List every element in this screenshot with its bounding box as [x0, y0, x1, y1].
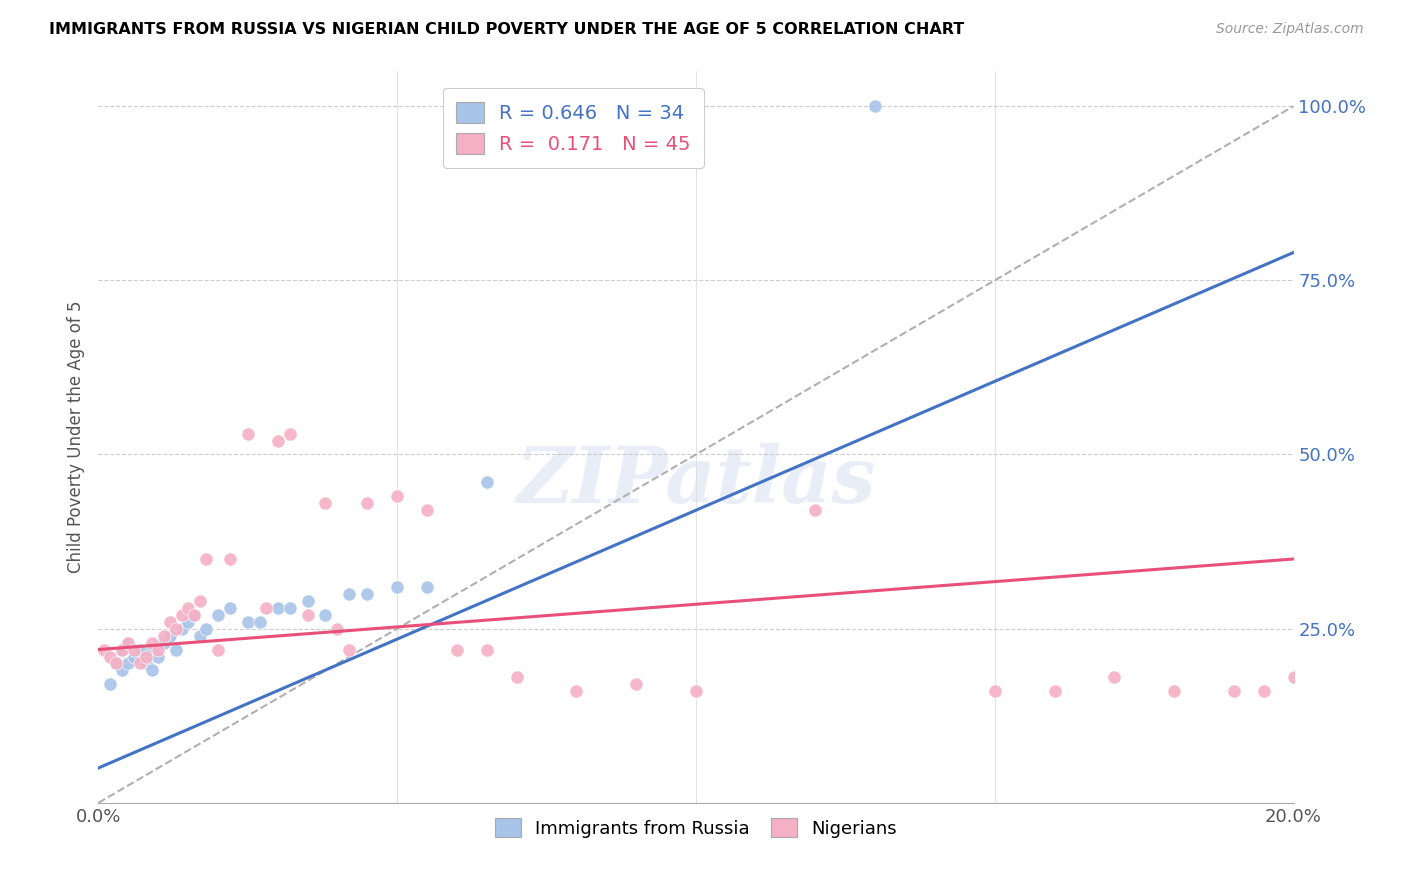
Point [195, 622, 218, 636]
Point [148, 649, 170, 664]
Point [159, 615, 181, 629]
Point [177, 615, 200, 629]
Point [1223, 684, 1246, 698]
Point [315, 496, 337, 510]
Point [506, 670, 529, 684]
Point [446, 642, 468, 657]
Point [117, 635, 139, 649]
Text: IMMIGRANTS FROM RUSSIA VS NIGERIAN CHILD POVERTY UNDER THE AGE OF 5 CORRELATION : IMMIGRANTS FROM RUSSIA VS NIGERIAN CHILD… [49, 22, 965, 37]
Point [326, 622, 349, 636]
Point [297, 607, 319, 622]
Y-axis label: Child Poverty Under the Age of 5: Child Poverty Under the Age of 5 [66, 301, 84, 574]
Point [565, 684, 588, 698]
Point [165, 622, 187, 636]
Point [98, 677, 122, 691]
Point [249, 615, 271, 629]
Point [385, 580, 409, 594]
Point [865, 99, 887, 113]
Point [153, 629, 176, 643]
Point [124, 649, 146, 664]
Legend: Immigrants from Russia, Nigerians: Immigrants from Russia, Nigerians [488, 811, 904, 845]
Point [129, 642, 152, 657]
Point [984, 684, 1007, 698]
Point [98, 649, 122, 664]
Point [278, 600, 301, 615]
Point [416, 580, 439, 594]
Point [141, 664, 163, 678]
Point [475, 475, 498, 490]
Point [339, 587, 361, 601]
Point [315, 607, 337, 622]
Point [1282, 670, 1305, 684]
Point [1253, 684, 1275, 698]
Point [183, 607, 205, 622]
Point [188, 629, 211, 643]
Point [129, 657, 152, 671]
Point [219, 552, 242, 566]
Point [626, 677, 648, 691]
Point [135, 657, 157, 671]
Point [177, 600, 200, 615]
Point [297, 594, 319, 608]
Point [141, 635, 163, 649]
Point [356, 587, 378, 601]
Point [195, 552, 218, 566]
Point [1163, 684, 1185, 698]
Point [141, 642, 163, 657]
Point [685, 684, 707, 698]
Point [172, 607, 194, 622]
Point [172, 622, 194, 636]
Point [207, 642, 229, 657]
Point [385, 489, 409, 503]
Point [339, 642, 361, 657]
Point [183, 607, 205, 622]
Point [105, 657, 128, 671]
Point [416, 503, 439, 517]
Point [219, 600, 242, 615]
Point [111, 642, 134, 657]
Point [1043, 684, 1066, 698]
Point [105, 657, 128, 671]
Point [159, 629, 181, 643]
Point [93, 642, 115, 657]
Point [804, 503, 827, 517]
Point [117, 635, 139, 649]
Point [475, 642, 498, 657]
Point [111, 664, 134, 678]
Point [148, 642, 170, 657]
Point [356, 496, 378, 510]
Text: ZIPatlas: ZIPatlas [516, 442, 876, 519]
Point [153, 635, 176, 649]
Point [188, 594, 211, 608]
Point [117, 657, 139, 671]
Point [165, 642, 187, 657]
Point [124, 642, 146, 657]
Point [254, 600, 277, 615]
Point [278, 426, 301, 441]
Point [111, 642, 134, 657]
Point [135, 649, 157, 664]
Point [1104, 670, 1126, 684]
Point [236, 426, 259, 441]
Text: Source: ZipAtlas.com: Source: ZipAtlas.com [1216, 22, 1364, 37]
Point [236, 615, 259, 629]
Point [207, 607, 229, 622]
Point [267, 600, 290, 615]
Point [267, 434, 290, 448]
